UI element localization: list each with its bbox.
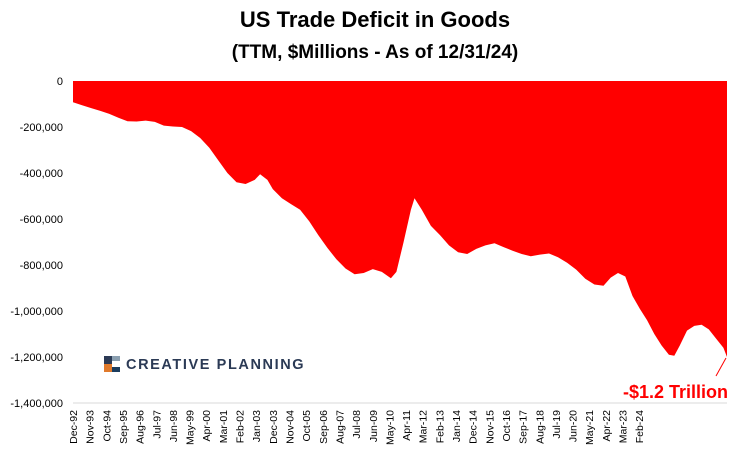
- deficit-area-series: [73, 81, 727, 357]
- x-tick-label: Apr-22: [601, 410, 613, 442]
- x-tick-label: Mar-12: [418, 410, 430, 443]
- x-tick-label: Jun-20: [568, 410, 580, 442]
- x-tick-label: Apr-11: [401, 410, 413, 441]
- x-tick-label: Mar-23: [618, 410, 630, 443]
- y-tick-label: -1,000,000: [10, 306, 63, 318]
- x-axis: Dec-92 Nov-93 Oct-94 Sep-95 Aug-96 Jul-97 Jun-…: [68, 403, 727, 445]
- x-tick-label: Aug-18: [534, 410, 546, 444]
- x-tick-label: Sep-95: [118, 410, 130, 444]
- y-tick-label: 0: [57, 76, 63, 88]
- x-tick-label: Aug-07: [334, 410, 346, 444]
- logo-text: CREATIVE PLANNING: [126, 357, 305, 373]
- creative-planning-logo-icon: [104, 356, 122, 372]
- chart-title: US Trade Deficit in Goods: [240, 7, 510, 32]
- x-tick-label: Nov-04: [285, 410, 297, 444]
- annotation: -$1.2 Trillion: [623, 358, 728, 402]
- x-tick-label: Oct-05: [301, 410, 313, 442]
- y-tick-label: -1,200,000: [10, 352, 63, 364]
- plot-area: [73, 81, 727, 357]
- x-tick-label: Dec-03: [268, 410, 280, 444]
- x-tick-label: Apr-00: [201, 410, 213, 442]
- y-axis: 0 -200,000 -400,000 -600,000 -800,000 -1,000,…: [10, 76, 63, 410]
- x-tick-label: Oct-94: [101, 410, 113, 442]
- x-tick-label: Mar-01: [218, 410, 230, 443]
- x-tick-label: Jul-97: [151, 410, 163, 439]
- y-tick-label: -400,000: [20, 168, 63, 180]
- chart-subtitle: (TTM, $Millions - As of 12/31/24): [232, 42, 518, 63]
- x-tick-label: Dec-14: [468, 410, 480, 444]
- x-tick-label: Aug-96: [135, 410, 147, 444]
- logo: CREATIVE PLANNING: [104, 356, 305, 373]
- x-tick-label: Jan-03: [251, 410, 263, 442]
- x-tick-label: Feb-02: [235, 410, 247, 443]
- x-tick-label: Dec-92: [68, 410, 80, 444]
- x-tick-label: Jul-08: [351, 410, 363, 439]
- y-tick-label: -1,400,000: [10, 398, 63, 410]
- x-tick-label: May-99: [185, 410, 197, 445]
- x-tick-label: Sep-06: [318, 410, 330, 444]
- annotation-label: -$1.2 Trillion: [623, 382, 728, 402]
- y-tick-label: -200,000: [20, 122, 63, 134]
- x-tick-label: Nov-15: [484, 410, 496, 444]
- y-tick-label: -800,000: [20, 260, 63, 272]
- x-tick-label: May-10: [384, 410, 396, 445]
- x-tick-label: Oct-16: [501, 410, 513, 442]
- x-tick-label: Feb-24: [634, 410, 646, 443]
- x-tick-label: Jul-19: [551, 410, 563, 439]
- x-tick-label: Nov-93: [85, 410, 97, 444]
- x-tick-label: Feb-13: [434, 410, 446, 443]
- x-tick-label: Sep-17: [518, 410, 530, 444]
- x-tick-label: Jun-98: [168, 410, 180, 442]
- chart-canvas: US Trade Deficit in Goods (TTM, $Million…: [0, 0, 745, 458]
- y-tick-label: -600,000: [20, 214, 63, 226]
- x-tick-label: Jan-14: [451, 410, 463, 442]
- x-tick-label: May-21: [584, 410, 596, 445]
- x-tick-label: Jun-09: [368, 410, 380, 442]
- annotation-pointer: [716, 358, 726, 376]
